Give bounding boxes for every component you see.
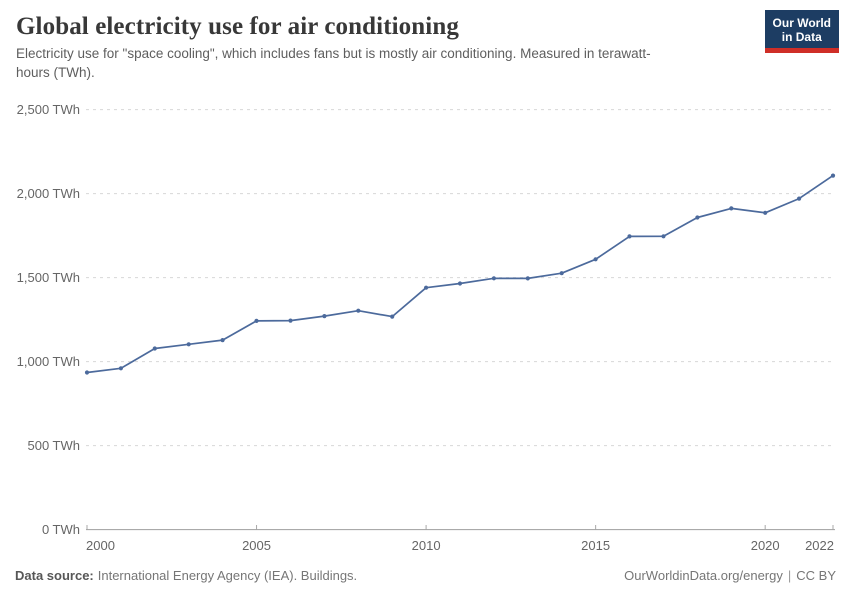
data-line <box>86 174 834 374</box>
footer-credit: OurWorldinData.org/energy | CC BY <box>624 568 836 583</box>
data-source-label: Data source: <box>15 568 94 583</box>
y-tick-label: 2,000 TWh <box>17 186 80 201</box>
data-point[interactable] <box>695 215 700 220</box>
y-tick-label: 2,500 TWh <box>17 102 80 117</box>
license-label: CC BY <box>796 568 836 583</box>
data-point[interactable] <box>152 346 157 351</box>
data-point[interactable] <box>627 234 632 239</box>
data-source: Data source: International Energy Agency… <box>15 568 357 583</box>
data-point[interactable] <box>491 276 496 281</box>
credit-link[interactable]: OurWorldinData.org/energy <box>624 568 783 583</box>
data-point[interactable] <box>84 370 90 375</box>
x-tick-label: 2010 <box>412 538 441 553</box>
data-point[interactable] <box>457 281 463 286</box>
data-point[interactable] <box>729 206 734 211</box>
x-tick-label: 2015 <box>581 538 610 553</box>
data-point[interactable] <box>424 285 429 290</box>
x-tick-label: 2005 <box>242 538 271 553</box>
credit-separator: | <box>787 568 792 583</box>
data-point[interactable] <box>322 314 327 319</box>
logo-line-2: in Data <box>781 30 822 44</box>
data-point[interactable] <box>593 257 598 262</box>
chart-subtitle: Electricity use for "space cooling", whi… <box>16 46 651 80</box>
x-tick-label: 2000 <box>86 538 115 553</box>
data-point[interactable] <box>288 318 293 323</box>
data-point[interactable] <box>356 308 361 313</box>
y-tick-label: 0 TWh <box>42 522 80 537</box>
data-point[interactable] <box>763 210 768 215</box>
data-point[interactable] <box>220 338 225 343</box>
data-point[interactable] <box>525 276 530 281</box>
y-tick-label: 1,500 TWh <box>17 270 80 285</box>
logo-line-1: Our World <box>772 16 831 30</box>
data-point[interactable] <box>186 342 191 347</box>
data-point[interactable] <box>390 314 395 319</box>
chart-title: Global electricity use for air condition… <box>16 13 459 40</box>
data-source-text: International Energy Agency (IEA). Build… <box>97 568 358 583</box>
y-tick-label: 500 TWh <box>27 438 80 453</box>
data-point[interactable] <box>830 173 836 178</box>
data-point[interactable] <box>254 318 259 323</box>
x-tick-label: 2020 <box>751 538 780 553</box>
chart-footer: Data source: International Energy Agency… <box>15 568 836 583</box>
x-tick-label: 2022 <box>805 538 834 553</box>
data-point[interactable] <box>559 271 564 276</box>
data-point[interactable] <box>661 234 666 239</box>
y-tick-label: 1,000 TWh <box>17 354 80 369</box>
owid-logo[interactable]: Our World in Data <box>764 10 839 53</box>
data-point[interactable] <box>118 366 123 371</box>
data-point[interactable] <box>797 196 802 201</box>
